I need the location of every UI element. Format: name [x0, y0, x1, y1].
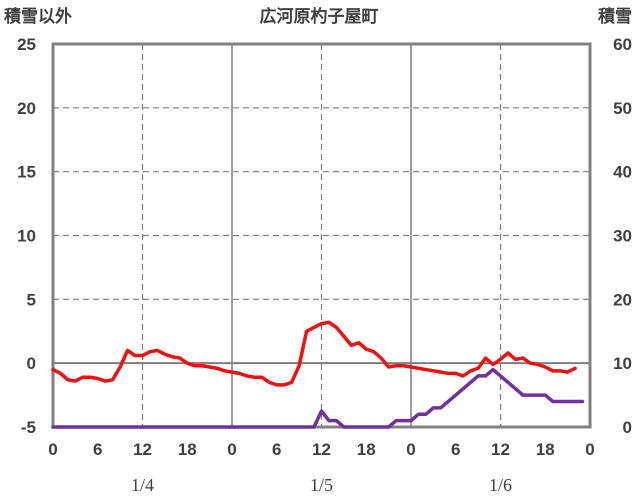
x-tick-label: 12	[133, 440, 152, 459]
date-label: 1/6	[489, 475, 512, 495]
grid-lines	[53, 44, 590, 427]
left-tick-label: 25	[17, 35, 36, 54]
temperature-line	[51, 320, 577, 387]
date-label: 1/4	[131, 475, 154, 495]
left-tick-label: -5	[21, 418, 36, 437]
left-tick-label: 5	[27, 290, 36, 309]
right-axis-label: 積雪	[598, 6, 632, 26]
x-tick-label: 0	[227, 440, 236, 459]
x-tick-label: 18	[536, 440, 555, 459]
date-labels: 1/4 1/5 1/6	[131, 475, 512, 495]
date-label: 1/5	[310, 475, 333, 495]
left-tick-label: 15	[17, 163, 36, 182]
right-tick-label: 60	[613, 35, 632, 54]
right-tick-label: 40	[613, 163, 632, 182]
x-tick-label: 6	[451, 440, 460, 459]
left-tick-label: 20	[17, 99, 36, 118]
plot-area-border	[51, 42, 592, 429]
right-tick-label: 30	[613, 227, 632, 246]
snow-depth-line	[51, 367, 585, 429]
right-axis-ticks: 0 10 20 30 40 50 60	[613, 35, 632, 437]
x-tick-label: 0	[406, 440, 415, 459]
right-tick-label: 10	[613, 354, 632, 373]
right-tick-label: 20	[613, 290, 632, 309]
x-tick-label: 12	[312, 440, 331, 459]
x-tick-label: 6	[272, 440, 281, 459]
right-tick-label: 0	[623, 418, 632, 437]
left-tick-label: 0	[27, 354, 36, 373]
x-tick-label: 0	[585, 440, 594, 459]
chart-title: 広河原杓子屋町	[260, 6, 379, 26]
x-tick-label: 18	[357, 440, 376, 459]
x-tick-label: 6	[93, 440, 102, 459]
left-axis-label: 積雪以外	[4, 6, 72, 26]
x-tick-label: 18	[178, 440, 197, 459]
left-axis-ticks: -5 0 5 10 15 20 25	[17, 35, 36, 437]
x-axis-ticks: 0 6 12 18 0 6 12 18 0 6 12 18 0	[48, 440, 594, 459]
series-lines	[51, 320, 585, 429]
right-tick-label: 50	[613, 99, 632, 118]
left-tick-label: 10	[17, 227, 36, 246]
x-tick-label: 12	[491, 440, 510, 459]
x-tick-label: 0	[48, 440, 57, 459]
